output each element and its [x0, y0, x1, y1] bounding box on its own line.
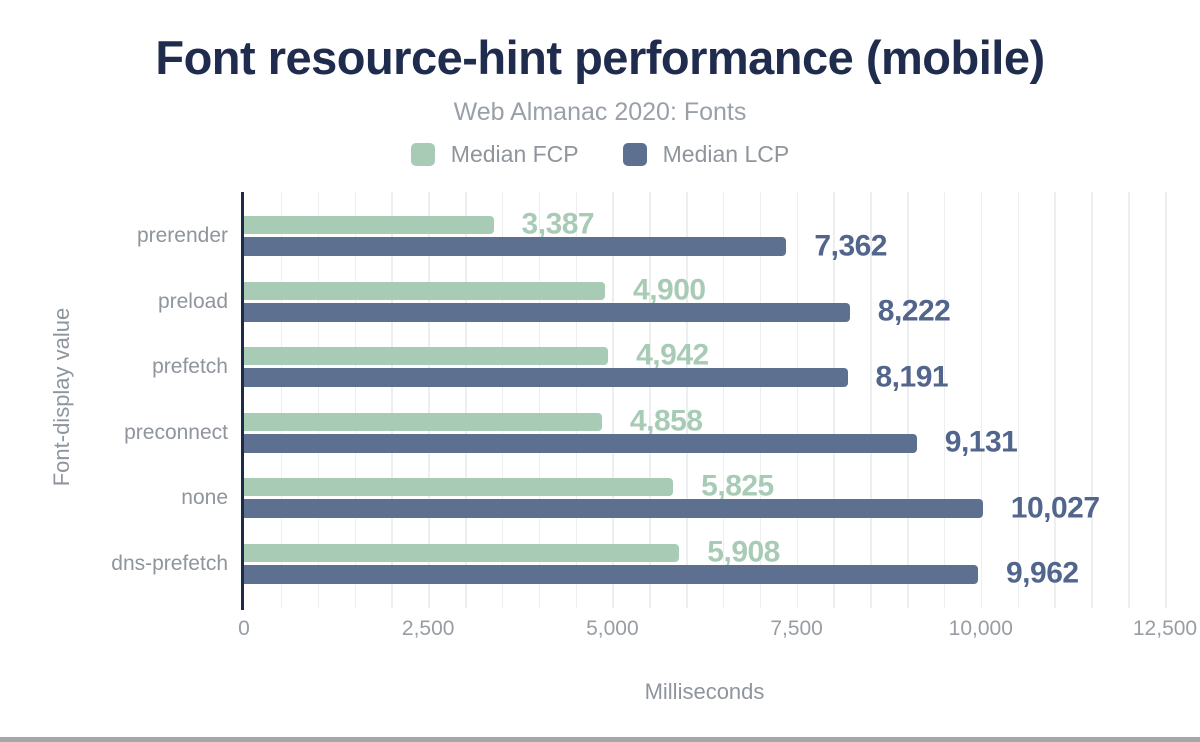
bar-lcp-preload[interactable]	[244, 302, 850, 322]
gridline	[280, 192, 283, 608]
gridline	[1128, 192, 1130, 608]
bar-fcp-none[interactable]	[244, 478, 674, 496]
legend-item-median-lcp[interactable]: Median LCP	[622, 141, 790, 168]
x-tick-label-0: 0	[238, 617, 250, 640]
gridline	[943, 192, 946, 608]
legend-label-median-lcp: Median LCP	[662, 141, 790, 167]
gridline	[575, 192, 578, 608]
value-label-lcp-preconnect: 9,131	[944, 425, 1018, 459]
value-label-lcp-none: 10,027	[1010, 490, 1100, 524]
gridline	[833, 192, 835, 608]
bar-lcp-prefetch[interactable]	[244, 368, 848, 387]
y-axis-title: Font-display value	[49, 307, 74, 487]
category-label-prefetch: prefetch	[152, 355, 228, 378]
gridline	[1054, 192, 1056, 608]
value-label-fcp-prefetch: 4,942	[636, 338, 709, 372]
gridline	[1165, 192, 1167, 608]
gridline	[870, 192, 872, 608]
x-tick-label-10,000: 10,000	[948, 617, 1013, 640]
value-label-lcp-prerender: 7,362	[814, 228, 887, 262]
category-label-dns-prefetch: dns-prefetch	[111, 551, 228, 575]
gridline	[612, 192, 614, 608]
bar-lcp-dns-prefetch[interactable]	[244, 564, 978, 584]
bar-fcp-dns-prefetch[interactable]	[244, 543, 680, 562]
value-label-lcp-preload: 8,222	[877, 294, 951, 328]
gridline	[1017, 192, 1020, 608]
bar-fcp-preload[interactable]	[244, 281, 606, 300]
category-label-prerender: prerender	[136, 224, 228, 247]
plot-area: 3,387 7,362 4,900 8,222 4,942 8,191 4,858 9,131…	[241, 192, 1167, 610]
gridline	[686, 192, 688, 608]
value-label-lcp-dns-prefetch: 9,962	[1006, 556, 1079, 590]
gridline	[317, 192, 320, 608]
bar-lcp-none[interactable]	[244, 499, 983, 518]
gridline	[649, 192, 651, 608]
chart-subtitle: Web Almanac 2020: Fonts	[453, 98, 747, 126]
value-label-fcp-dns-prefetch: 5,908	[707, 534, 780, 568]
x-tick-label-2,500: 2,500	[401, 617, 455, 640]
legend-label-median-fcp: Median FCP	[450, 141, 579, 167]
gridline	[759, 192, 762, 608]
bar-fcp-prefetch[interactable]	[244, 347, 609, 365]
gridline	[1091, 192, 1093, 608]
legend-item-median-fcp[interactable]: Median FCP	[410, 141, 579, 168]
category-label-preload: preload	[157, 289, 228, 313]
bar-lcp-preconnect[interactable]	[244, 433, 917, 453]
gridline	[465, 192, 467, 608]
value-label-lcp-prefetch: 8,191	[875, 359, 949, 393]
median-lcp-swatch-icon	[622, 143, 647, 166]
x-tick-label-7,500: 7,500	[770, 617, 823, 640]
bar-fcp-preconnect[interactable]	[244, 412, 602, 431]
gridline	[907, 192, 909, 608]
gridline	[354, 192, 357, 608]
category-label-preconnect: preconnect	[124, 420, 228, 444]
x-tick-label-12,500: 12,500	[1132, 617, 1198, 640]
y-axis-line	[241, 192, 244, 610]
category-label-none: none	[181, 486, 228, 509]
gridline	[722, 192, 725, 608]
bottom-border-strip	[0, 737, 1200, 742]
gridline	[501, 192, 504, 608]
x-axis-title: Milliseconds	[644, 679, 765, 704]
value-label-fcp-none: 5,825	[701, 469, 774, 503]
chart-title: Font resource-hint performance (mobile)	[155, 31, 1045, 84]
legend: Median FCP Median LCP	[0, 141, 1200, 168]
bar-lcp-prerender[interactable]	[244, 237, 787, 256]
gridline	[428, 192, 430, 608]
gridline	[391, 192, 393, 608]
median-fcp-swatch-icon	[410, 143, 435, 166]
value-label-fcp-preload: 4,900	[633, 272, 706, 306]
x-tick-label-5,000: 5,000	[586, 617, 639, 640]
gridline	[980, 192, 983, 608]
gridline	[538, 192, 541, 608]
bar-fcp-prerender[interactable]	[244, 216, 494, 234]
gridline	[796, 192, 799, 608]
value-label-fcp-preconnect: 4,858	[629, 403, 703, 437]
value-label-fcp-prerender: 3,387	[521, 207, 595, 241]
